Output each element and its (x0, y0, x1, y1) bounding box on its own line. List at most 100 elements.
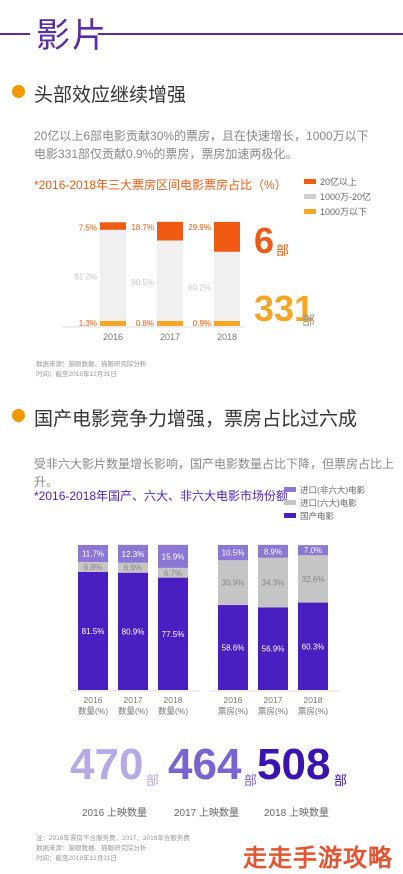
count-2016-unit: 部 (146, 773, 160, 788)
count-2016: 470 (70, 740, 144, 789)
chart1-tick-label: 2017 (160, 332, 180, 342)
chart2-bar (78, 561, 108, 572)
chart2-data-label: 6.8% (84, 563, 102, 572)
chart2-data-label: 10.5% (222, 549, 245, 558)
chart1-bar (214, 321, 240, 326)
chart2-bar (158, 544, 188, 568)
chart2-tick-label: 2016 (224, 695, 243, 705)
section2-source-line: 注：2016年票房不含服务费，2017、2018年含服务费 (36, 835, 190, 842)
chart2-tick-label: 票房(%) (298, 706, 328, 716)
chart1-data-label: 18.7% (131, 223, 154, 232)
chart1-bar (100, 229, 126, 321)
chart2-data-label: 81.5% (82, 627, 105, 636)
section1-desc: 20亿以上6部电影贡献30%的票房，且在快速增长，1000万以下电影331部仅贡… (34, 129, 369, 161)
chart1-data-label: 1.3% (79, 319, 97, 328)
section2-source-line: 数据来源：猫眼数据、猫眼研究院分析 (36, 845, 147, 852)
chart1-legend-label: 1000万-20亿 (320, 191, 371, 202)
chart1-tick-label: 2016 (103, 332, 123, 342)
chart2-tick-label: 票房(%) (218, 706, 248, 716)
chart1-legend-swatch (304, 194, 316, 199)
chart1-big-top-unit: 部 (276, 243, 290, 258)
chart1-bar (157, 240, 183, 321)
chart2-data-label: 80.9% (122, 627, 145, 636)
section1-source-line: 时间：截至2018年12月31日 (36, 371, 117, 378)
section1-title: 头部效应继续增强 (34, 85, 187, 106)
chart2-data-label: 58.6% (222, 644, 245, 653)
chart2-data-label: 8.9% (264, 547, 282, 556)
chart2-bar (158, 577, 188, 690)
chart2-tick-label: 数量(%) (158, 706, 188, 716)
chart2-data-label: 30.9% (222, 579, 245, 588)
section1-source-line: 数据来源：猫眼数据、猫眼研究院分析 (36, 361, 147, 368)
count-2017-unit: 部 (244, 773, 258, 788)
chart1-big-bottom-unit: 部 (302, 313, 316, 328)
chart2-tick-label: 2016 (84, 695, 103, 705)
title-line-right (98, 33, 403, 35)
chart2-tick-label: 票房(%) (258, 706, 288, 716)
chart2-bar (158, 567, 188, 578)
section2-source: 注：2016年票房不含服务费，2017、2018年含服务费 数据来源：猫眼数据、… (36, 834, 190, 864)
section1-bullet-icon (12, 85, 25, 98)
chart2-tick-label: 2018 (304, 695, 323, 705)
chart1-title: *2016-2018年三大票房区间电影票房占比（%） (34, 178, 287, 192)
chart2-bar (258, 544, 288, 558)
chart2-bar (298, 602, 328, 690)
chart2-data-label: 6.7% (164, 569, 182, 578)
chart1-legend-swatch (304, 179, 316, 184)
chart2-tick-label: 2018 (164, 695, 183, 705)
chart1-bar (157, 321, 183, 326)
section2-title: 国产电影竞争力增强，票房占比过六成 (34, 409, 358, 430)
chart1-big-bottom: 331 (254, 288, 315, 329)
chart2-bar (118, 562, 148, 573)
chart2-legend-label: 进口(六大)电影 (300, 498, 357, 508)
count-2017-label: 2017 上映数量 (174, 808, 240, 819)
chart1-data-label: 80.5% (131, 278, 154, 287)
chart2-data-label: 56.9% (262, 645, 285, 654)
chart2-data-label: 12.3% (122, 550, 145, 559)
chart1-bar (214, 221, 240, 252)
count-2018: 508 (257, 740, 331, 789)
chart1-bar (157, 221, 183, 241)
chart2-legend-swatch (284, 487, 296, 492)
chart2-legend-label: 进口(非六大)电影 (300, 485, 366, 495)
chart2-bar (298, 555, 328, 603)
chart1-data-label: 91.2% (74, 272, 97, 281)
chart2-legend-swatch (284, 513, 296, 518)
chart2-legend-swatch (284, 500, 296, 505)
chart2-bar (78, 545, 108, 562)
chart1-bar (214, 251, 240, 321)
chart2: 81.5%6.8%11.7%2016数量(%)80.9%6.9%12.3%201… (70, 485, 366, 716)
watermark-text: 走走手游攻略 (243, 845, 393, 872)
chart1-bar (100, 321, 126, 326)
chart1-bar (100, 222, 126, 230)
chart2-data-label: 6.9% (124, 564, 142, 573)
chart2-data-label: 34.3% (262, 579, 285, 588)
chart2-data-label: 15.9% (162, 552, 185, 561)
chart2-tick-label: 数量(%) (118, 706, 148, 716)
chart2-bar (78, 571, 108, 690)
count-2016-label: 2016 上映数量 (82, 808, 148, 819)
chart2-data-label: 11.7% (82, 549, 104, 558)
chart2-bar (118, 544, 148, 563)
chart1-data-label: 29.9% (188, 223, 211, 232)
chart2-bar (218, 605, 248, 690)
chart2-data-label: 60.3% (302, 642, 325, 651)
section1-source: 数据来源：猫眼数据、猫眼研究院分析 时间：截至2018年12月31日 (36, 360, 147, 380)
page-title: 影片 (36, 17, 108, 55)
title-line-left (0, 33, 30, 35)
chart1-legend-label: 20亿以上 (320, 176, 357, 187)
chart2-bar (258, 557, 288, 608)
count-2018-unit: 部 (334, 773, 348, 788)
chart1-data-label: 0.9% (193, 319, 211, 328)
chart2-data-label: 32.6% (302, 575, 325, 584)
count-2017: 464 (168, 740, 242, 789)
section2-desc: 受非六大影片数量增长影响，国产电影数量占比下降，但票房占比上升。 (34, 457, 395, 489)
chart2-bar (218, 545, 248, 561)
chart2-tick-label: 数量(%) (78, 706, 108, 716)
chart2-data-label: 7.0% (304, 546, 322, 555)
chart1-data-label: 69.2% (188, 283, 211, 292)
chart2-tick-label: 2017 (264, 695, 283, 705)
chart1-legend-swatch (304, 209, 316, 214)
chart1: 1.3% 91.2% 7.5% 2016 0.8% 80.5% 18.7% 2017 0.9% 6… (62, 176, 371, 342)
chart1-big-top: 6 (254, 220, 275, 261)
